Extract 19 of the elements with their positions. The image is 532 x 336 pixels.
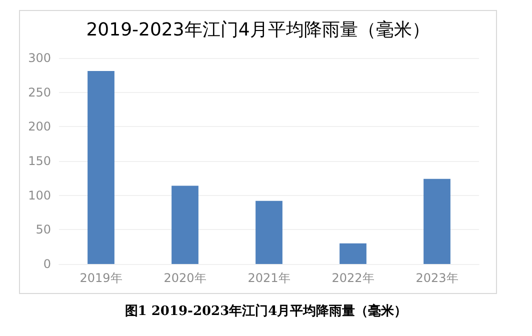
y-tick-label: 250 bbox=[28, 85, 51, 100]
x-tick-label: 2019年 bbox=[80, 271, 122, 285]
y-tick-label: 0 bbox=[43, 257, 51, 271]
y-tick-label: 300 bbox=[28, 51, 51, 65]
x-tick-label: 2020年 bbox=[164, 271, 206, 285]
bar bbox=[172, 186, 198, 264]
bar bbox=[88, 71, 114, 264]
y-tick-label: 50 bbox=[36, 222, 51, 237]
bar bbox=[424, 178, 450, 264]
y-tick-label: 150 bbox=[28, 154, 51, 168]
chart-title: 2019-2023年江门4月平均降雨量（毫米） bbox=[86, 20, 430, 40]
x-tick-label: 2023年 bbox=[416, 271, 458, 285]
x-tick-label: 2022年 bbox=[332, 271, 374, 285]
bar bbox=[340, 243, 366, 264]
caption: 图1 2019-2023年江门4月平均降雨量（毫米） bbox=[124, 302, 408, 320]
y-tick-label: 200 bbox=[28, 120, 51, 134]
bar bbox=[256, 200, 282, 264]
x-tick-label: 2021年 bbox=[248, 271, 290, 285]
y-tick-label: 100 bbox=[28, 188, 51, 202]
